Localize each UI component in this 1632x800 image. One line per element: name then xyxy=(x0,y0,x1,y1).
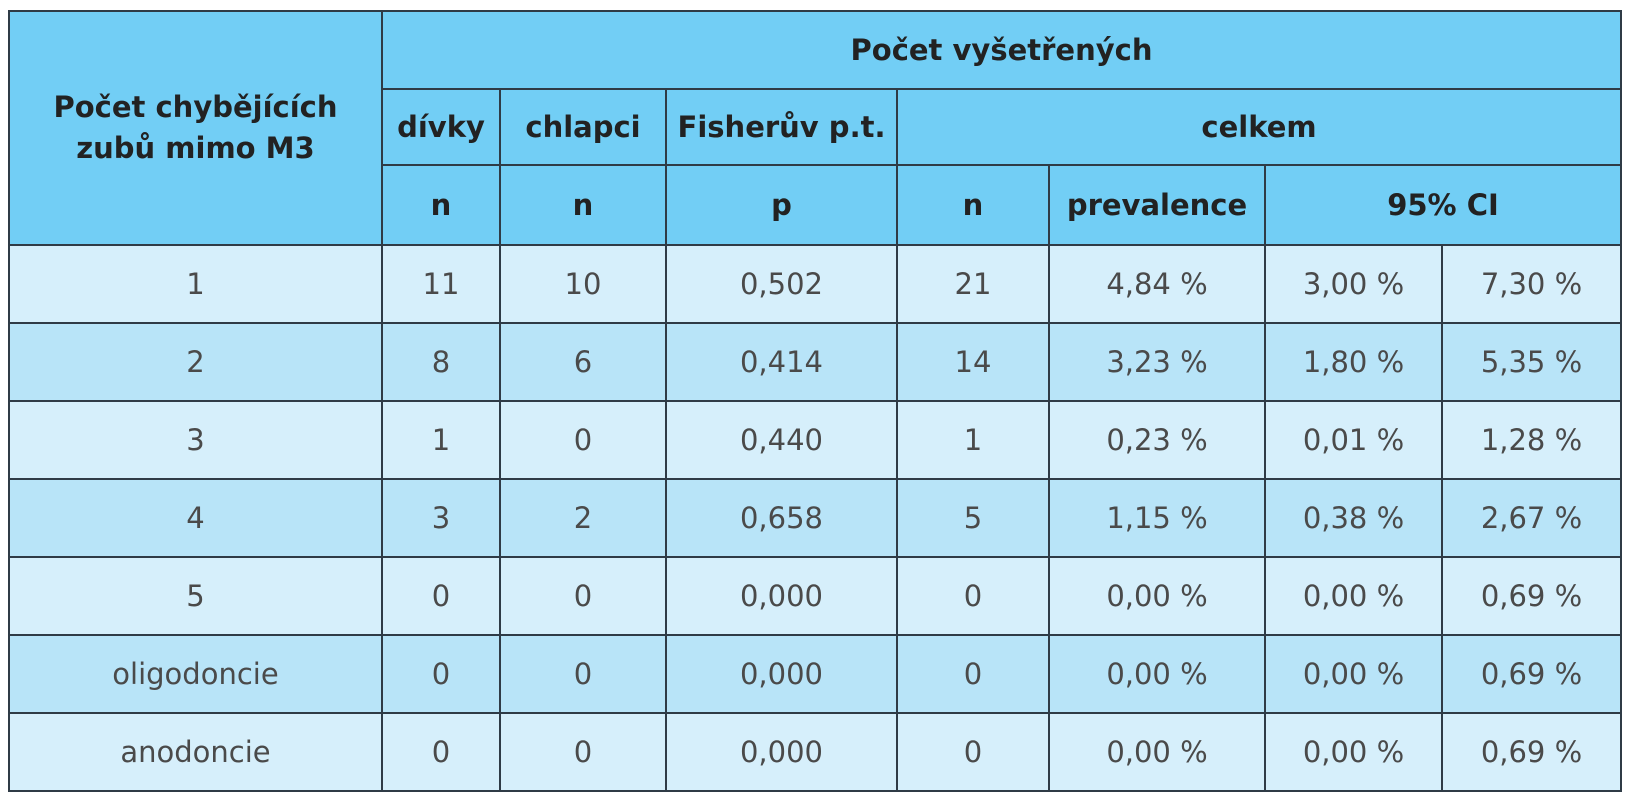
unit-header: n xyxy=(499,164,667,246)
table-cell: 0,00 % xyxy=(1048,712,1266,792)
table-body: 1 11 10 0,502 21 4,84 % 3,00 % 7,30 % 2 8 6 0,414 14… xyxy=(8,244,1622,792)
table-cell: 1,15 % xyxy=(1048,478,1266,558)
row-label: oligodoncie xyxy=(8,634,383,714)
group-header: Počet vyšetřených xyxy=(381,10,1622,90)
table-container: Počet chybějících zubů mimo M3 Počet vyš… xyxy=(8,10,1622,792)
row-label: 4 xyxy=(8,478,383,558)
table-cell: 0,00 % xyxy=(1264,556,1443,636)
table-cell: 4,84 % xyxy=(1048,244,1266,324)
table-row: 3 1 0 0,440 1 0,23 % 0,01 % 1,28 % xyxy=(8,400,1622,480)
table-cell: 0,69 % xyxy=(1441,712,1622,792)
table-cell: 0,69 % xyxy=(1441,556,1622,636)
table-cell: 21 xyxy=(896,244,1050,324)
row-label: 1 xyxy=(8,244,383,324)
table-cell: 3,00 % xyxy=(1264,244,1443,324)
subgroup-header: chlapci xyxy=(499,88,667,166)
unit-header: n xyxy=(896,164,1050,246)
table-cell: 0,000 xyxy=(665,556,898,636)
unit-header: 95% CI xyxy=(1264,164,1622,246)
table-cell: 10 xyxy=(499,244,667,324)
table-cell: 0 xyxy=(381,712,501,792)
table-row: 4 3 2 0,658 5 1,15 % 0,38 % 2,67 % xyxy=(8,478,1622,558)
table-row: oligodoncie 0 0 0,000 0 0,00 % 0,00 % 0,69 % xyxy=(8,634,1622,714)
table-cell: 0,01 % xyxy=(1264,400,1443,480)
table-cell: 5,35 % xyxy=(1441,322,1622,402)
table-cell: 0,000 xyxy=(665,634,898,714)
row-label: 3 xyxy=(8,400,383,480)
table-row: anodoncie 0 0 0,000 0 0,00 % 0,00 % 0,69 % xyxy=(8,712,1622,792)
row-label: 2 xyxy=(8,322,383,402)
table-cell: 0,440 xyxy=(665,400,898,480)
table-cell: 0 xyxy=(896,556,1050,636)
table-cell: 0,658 xyxy=(665,478,898,558)
table-cell: 0,23 % xyxy=(1048,400,1266,480)
table-cell: 0 xyxy=(499,556,667,636)
unit-header: p xyxy=(665,164,898,246)
table-row: 2 8 6 0,414 14 3,23 % 1,80 % 5,35 % xyxy=(8,322,1622,402)
table-cell: 0,000 xyxy=(665,712,898,792)
unit-header: prevalence xyxy=(1048,164,1266,246)
table-row: 5 0 0 0,000 0 0,00 % 0,00 % 0,69 % xyxy=(8,556,1622,636)
row-label: anodoncie xyxy=(8,712,383,792)
table-cell: 0,69 % xyxy=(1441,634,1622,714)
table-cell: 0,00 % xyxy=(1264,634,1443,714)
table-cell: 0 xyxy=(499,634,667,714)
table-cell: 2 xyxy=(499,478,667,558)
table-cell: 0,38 % xyxy=(1264,478,1443,558)
table-cell: 11 xyxy=(381,244,501,324)
table-cell: 0 xyxy=(499,712,667,792)
table-cell: 7,30 % xyxy=(1441,244,1622,324)
table-cell: 3,23 % xyxy=(1048,322,1266,402)
table-cell: 0,00 % xyxy=(1048,556,1266,636)
row-label-header: Počet chybějících zubů mimo M3 xyxy=(8,10,383,246)
table-cell: 0 xyxy=(499,400,667,480)
table-cell: 2,67 % xyxy=(1441,478,1622,558)
subgroup-header: Fisherův p.t. xyxy=(665,88,898,166)
table-row: 1 11 10 0,502 21 4,84 % 3,00 % 7,30 % xyxy=(8,244,1622,324)
table-cell: 0 xyxy=(381,634,501,714)
table-cell: 3 xyxy=(381,478,501,558)
table-cell: 0 xyxy=(896,634,1050,714)
subgroup-header: celkem xyxy=(896,88,1622,166)
table-cell: 14 xyxy=(896,322,1050,402)
unit-header: n xyxy=(381,164,501,246)
table-cell: 6 xyxy=(499,322,667,402)
table-cell: 0 xyxy=(896,712,1050,792)
table-cell: 1,80 % xyxy=(1264,322,1443,402)
table-cell: 1,28 % xyxy=(1441,400,1622,480)
table-cell: 0,414 xyxy=(665,322,898,402)
subgroup-header: dívky xyxy=(381,88,501,166)
table-cell: 0 xyxy=(381,556,501,636)
table-cell: 0,00 % xyxy=(1048,634,1266,714)
table-cell: 0,502 xyxy=(665,244,898,324)
data-table: Počet chybějících zubů mimo M3 Počet vyš… xyxy=(8,10,1622,792)
table-cell: 1 xyxy=(896,400,1050,480)
row-label: 5 xyxy=(8,556,383,636)
table-cell: 8 xyxy=(381,322,501,402)
table-cell: 0,00 % xyxy=(1264,712,1443,792)
table-cell: 5 xyxy=(896,478,1050,558)
table-cell: 1 xyxy=(381,400,501,480)
